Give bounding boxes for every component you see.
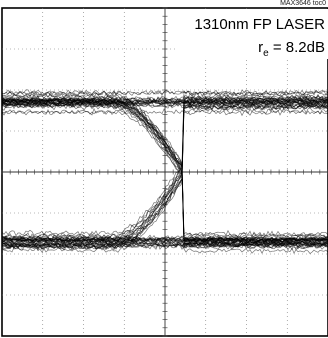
eye-trace	[1, 94, 328, 241]
eye-trace	[1, 102, 328, 251]
eye-traces	[1, 89, 328, 255]
eye-trace	[1, 89, 328, 97]
eye-trace	[1, 93, 328, 240]
annotation-background	[178, 9, 328, 59]
annotation-line2: re = 8.2dB	[258, 39, 325, 59]
eye-trace	[1, 96, 328, 243]
eye-trace	[1, 236, 328, 245]
eye-trace	[1, 92, 328, 239]
eye-trace	[1, 103, 328, 251]
eye-trace	[1, 104, 328, 251]
eye-trace	[1, 101, 328, 109]
eye-trace	[1, 89, 328, 237]
figure-id: MAX3646 toc0	[280, 0, 326, 7]
annotation-symbol: r	[258, 39, 263, 56]
eye-trace	[1, 107, 328, 255]
annotation-subscript: e	[263, 48, 269, 59]
eye-trace	[1, 89, 328, 97]
annotation-value: = 8.2dB	[269, 39, 325, 56]
graticule	[1, 7, 328, 337]
eye-trace	[1, 90, 328, 238]
eye-trace	[1, 107, 328, 253]
annotation-line1: 1310nm FP LASER	[194, 16, 325, 33]
